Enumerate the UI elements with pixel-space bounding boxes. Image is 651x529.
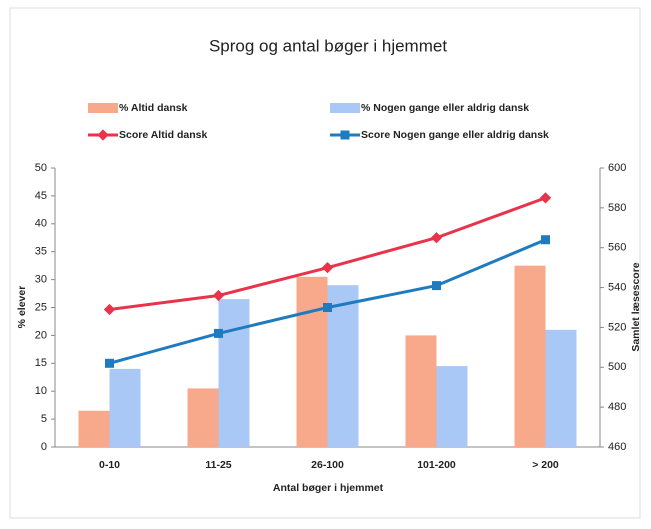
marker [105,358,114,368]
legend-swatch [88,103,118,113]
y-tick-label: 35 [35,246,47,258]
legend-label: Score Nogen gange eller aldrig dansk [361,129,549,141]
x-tick-label: 0-10 [99,459,120,471]
y2-tick-label: 480 [608,401,626,413]
x-tick-label: 26-100 [311,459,344,471]
legend-swatch [330,103,360,113]
marker [541,235,550,245]
y-tick-label: 0 [41,441,47,453]
chart-title: Sprog og antal bøger i hjemmet [209,36,447,55]
bar [78,410,110,447]
bar [436,366,468,447]
x-axis-label: Antal bøger i hjemmet [273,482,384,494]
marker [214,328,223,338]
y-tick-label: 40 [35,218,47,230]
x-tick-label: 11-25 [205,459,231,471]
marker [432,281,441,291]
y-tick-label: 25 [35,301,47,313]
bar [545,329,577,447]
marker [321,261,334,274]
y2-tick-label: 560 [608,242,626,254]
x-tick-label: > 200 [532,459,559,471]
bar [405,335,437,447]
marker [539,192,552,204]
y-axis-label: % elever [16,286,28,329]
y2-tick-label: 500 [608,361,626,373]
y2-tick-label: 460 [608,441,626,453]
y-tick-label: 30 [35,274,47,286]
bar [327,285,359,447]
x-tick-label: 101-200 [417,459,456,471]
y2-tick-label: 520 [608,321,626,333]
marker [430,232,443,244]
legend-label: % Altid dansk [119,102,188,114]
legend-marker [340,130,350,140]
legend-label: Score Altid dansk [119,129,207,141]
y2-tick-label: 600 [608,162,626,174]
y-tick-label: 15 [35,357,47,369]
marker [212,289,225,302]
bar [187,388,219,447]
y-tick-label: 20 [35,329,47,341]
y-tick-label: 5 [41,413,47,425]
y2-tick-label: 580 [608,202,626,214]
y-tick-label: 45 [35,190,47,202]
bar [109,368,141,447]
y2-axis-label: Samlet læsescore [630,262,642,351]
y-tick-label: 10 [35,385,47,397]
marker [323,303,332,312]
y-tick-label: 50 [35,162,47,174]
bar [514,265,546,447]
bar [218,299,250,447]
legend-label: % Nogen gange eller aldrig dansk [361,102,529,114]
y2-tick-label: 540 [608,281,626,293]
bar [296,276,328,447]
